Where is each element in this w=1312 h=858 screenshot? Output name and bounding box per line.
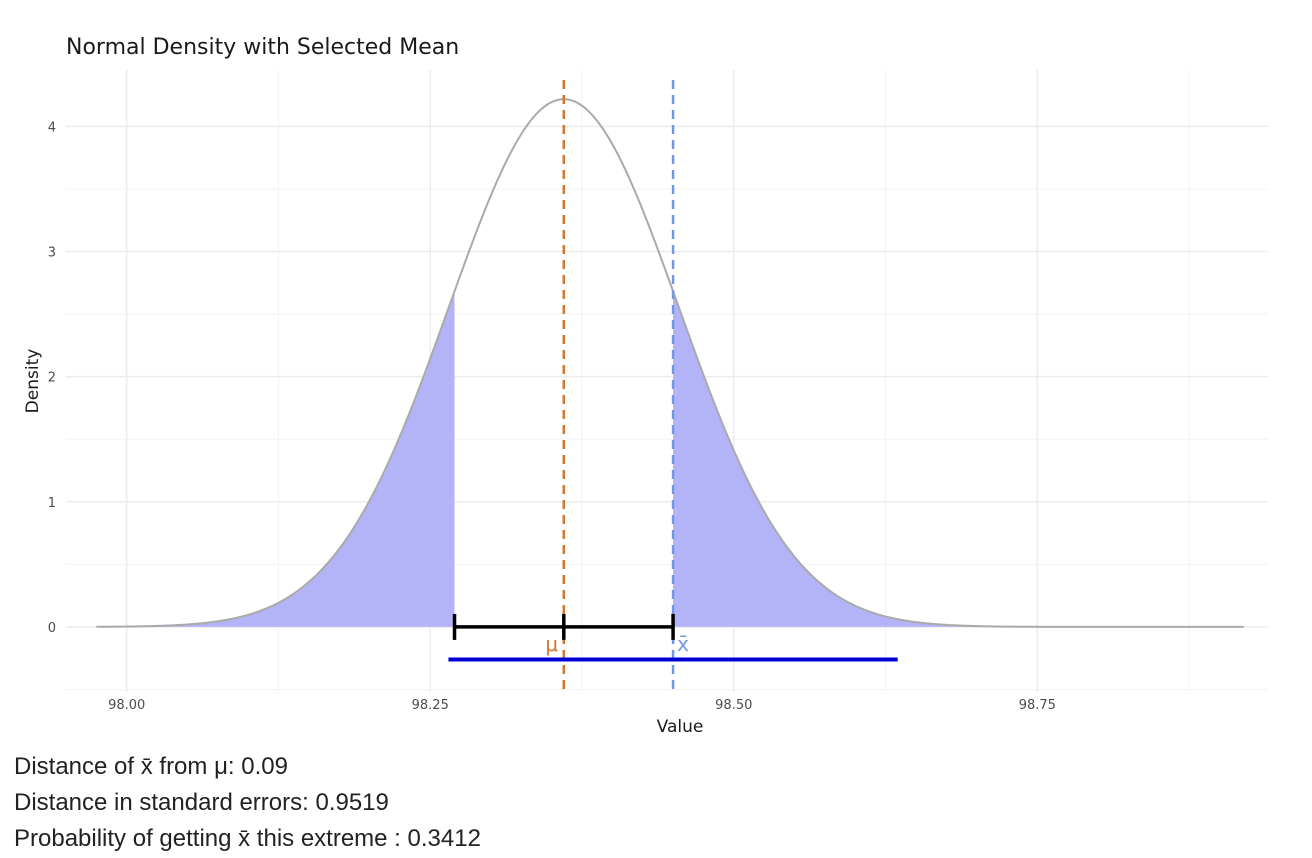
- shaded-tail-areas: [96, 291, 1244, 627]
- y-tick-label: 1: [48, 496, 56, 511]
- y-tick-label: 0: [48, 621, 56, 636]
- x-tick-label: 98.50: [715, 698, 752, 713]
- density-curve-layer: [96, 98, 1244, 628]
- minor-gridlines: [66, 70, 1268, 692]
- x-tick-label: 98.25: [412, 698, 449, 713]
- x-axis-title: Value: [657, 717, 704, 737]
- y-tick-label: 2: [48, 371, 56, 386]
- shaded-upper-tail: [673, 291, 1244, 627]
- x-tick-label: 98.75: [1019, 698, 1056, 713]
- stat-distance-from-mu: Distance of x̄ from μ: 0.09: [14, 753, 288, 780]
- reference-lines: [562, 80, 675, 692]
- stats-panel: Distance of x̄ from μ: 0.09 Distance in …: [14, 750, 481, 858]
- y-axis-title: Density: [23, 349, 43, 414]
- density-chart: 98.00 98.25 98.50 98.75 0 1 2 3 4 Normal Density…: [23, 35, 1268, 737]
- major-gridlines: [66, 70, 1268, 692]
- x-tick-label: 98.00: [108, 698, 145, 713]
- interval-bar-layer: [448, 613, 898, 662]
- axis-labels: 98.00 98.25 98.50 98.75 0 1 2 3 4: [48, 120, 1056, 713]
- mu-label: μ: [545, 632, 558, 656]
- chart-title: Normal Density with Selected Mean: [66, 35, 459, 60]
- stat-probability-extreme: Probability of getting x̄ this extreme :…: [14, 825, 481, 852]
- xbar-label: x̄: [677, 632, 689, 656]
- y-tick-label: 4: [48, 120, 56, 135]
- shaded-lower-tail: [96, 291, 455, 627]
- density-curve: [96, 98, 1244, 628]
- y-tick-label: 3: [48, 245, 56, 260]
- stat-distance-standard-errors: Distance in standard errors: 0.9519: [14, 789, 389, 816]
